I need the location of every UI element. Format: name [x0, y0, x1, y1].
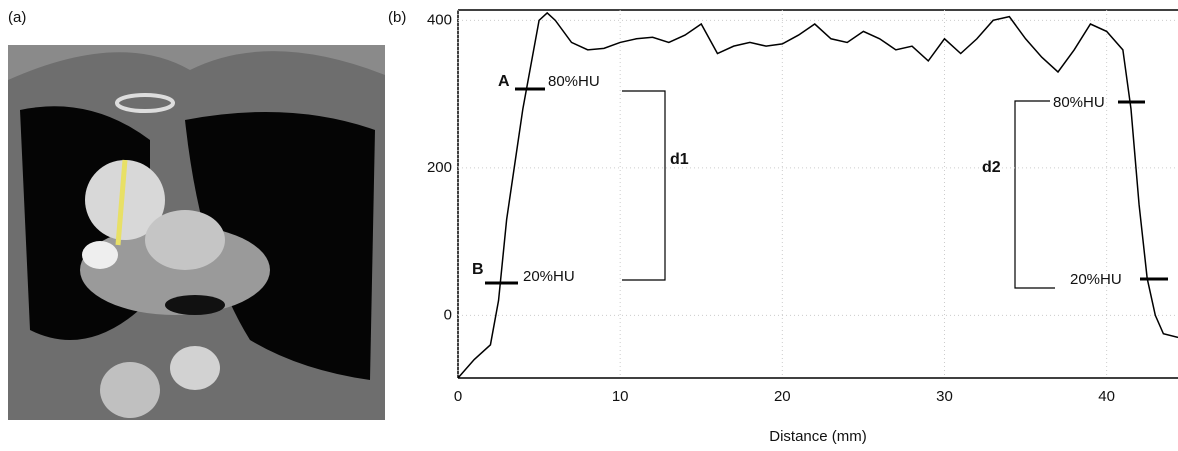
annotation: 20%HU — [1070, 271, 1122, 288]
annotation: A — [498, 73, 510, 90]
annotation: 20%HU — [523, 268, 575, 285]
annotation: 80%HU — [1053, 94, 1105, 111]
panel-label: (b) — [388, 9, 406, 26]
annotation: d2 — [982, 159, 1001, 176]
y-tick-label: 0 — [444, 306, 452, 323]
panel-label: (a) — [8, 9, 26, 26]
x-tick-label: 0 — [454, 388, 462, 405]
ct-image — [8, 45, 385, 420]
x-tick-label: 40 — [1098, 388, 1115, 405]
plot-area — [458, 10, 1178, 378]
x-tick-label: 20 — [774, 388, 791, 405]
data-line — [458, 13, 1178, 378]
x-tick-label: 10 — [612, 388, 629, 405]
figure: (a) (b) 0 200 400 0 10 20 30 40 Distance (mm) A 80… — [0, 0, 1178, 446]
y-tick-label: 200 — [427, 159, 452, 176]
annotation: B — [472, 261, 484, 278]
annotation: 80%HU — [548, 73, 600, 90]
annotation-marks — [485, 89, 1168, 288]
x-tick-label: 30 — [936, 388, 953, 405]
annotation: d1 — [670, 151, 689, 168]
x-axis-label: Distance (mm) — [769, 428, 867, 445]
y-tick-label: 400 — [427, 11, 452, 28]
